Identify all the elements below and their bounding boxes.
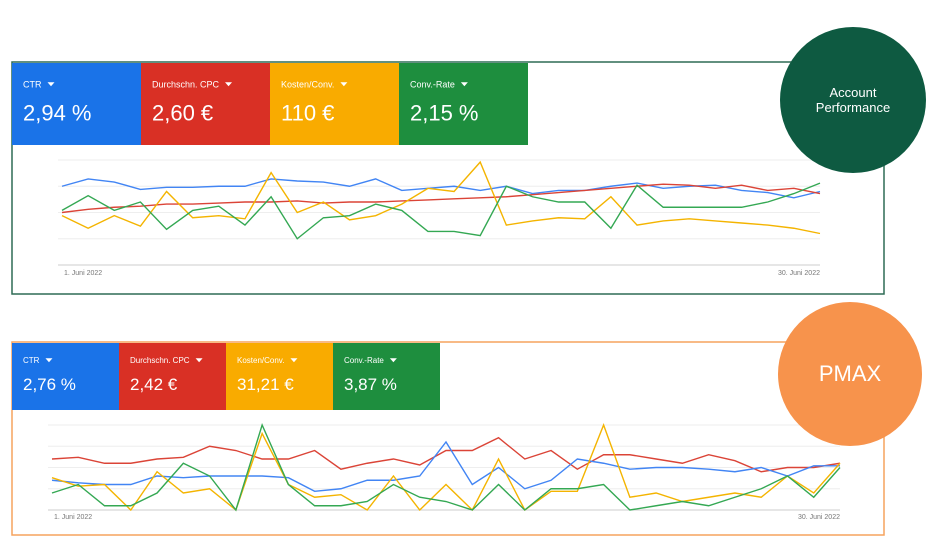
metric-card[interactable]: [12, 63, 141, 145]
dropdown-arrow: [340, 82, 348, 87]
series-line: [51, 423, 841, 512]
metric-label: Conv.-Rate: [410, 80, 455, 90]
panel-border: [11, 61, 885, 295]
date-start: 1. Juni 2022: [64, 270, 102, 277]
metric-value: 3,87 %: [344, 375, 397, 394]
date-end: 30. Juni 2022: [798, 514, 840, 521]
series-line: [51, 440, 840, 493]
metric-card[interactable]: [12, 343, 119, 410]
metric-card[interactable]: [333, 343, 440, 410]
metric-label: Kosten/Conv.: [281, 80, 334, 90]
metric-value: 2,60 €: [152, 100, 213, 125]
metric-label: Durchschn. CPC: [130, 356, 190, 365]
dropdown-arrow: [389, 358, 397, 363]
series-line: [61, 182, 821, 240]
metric-value: 31,21 €: [237, 375, 294, 394]
dropdown-arrow: [460, 82, 468, 87]
metric-value: 2,42 €: [130, 375, 178, 394]
date-start: 1. Juni 2022: [54, 514, 92, 521]
metric-card[interactable]: [270, 63, 399, 145]
series-line: [61, 183, 821, 214]
badge: Account Performance: [780, 27, 926, 173]
dropdown-arrow: [45, 358, 53, 363]
series-line: [61, 178, 821, 199]
metric-value: 2,94 %: [23, 100, 92, 125]
metric-value: 2,15 %: [410, 100, 479, 125]
panel-border: [11, 341, 885, 536]
series-line: [51, 436, 841, 473]
metric-card[interactable]: [226, 343, 333, 410]
badge: PMAX: [778, 302, 922, 446]
metric-label: Conv.-Rate: [344, 356, 384, 365]
dropdown-arrow: [225, 82, 233, 87]
dropdown-arrow: [47, 82, 55, 87]
metric-value: 110 €: [281, 100, 334, 125]
series-line: [51, 423, 841, 512]
metric-label: Kosten/Conv.: [237, 356, 284, 365]
dropdown-arrow: [290, 358, 298, 363]
metric-card[interactable]: [119, 343, 226, 410]
metric-label: CTR: [23, 80, 42, 90]
metric-label: CTR: [23, 356, 40, 365]
metric-card[interactable]: [399, 63, 528, 145]
metric-card[interactable]: [141, 63, 270, 145]
metric-value: 2,76 %: [23, 375, 76, 394]
metric-label: Durchschn. CPC: [152, 80, 220, 90]
date-end: 30. Juni 2022: [778, 270, 820, 277]
dropdown-arrow: [195, 358, 203, 363]
